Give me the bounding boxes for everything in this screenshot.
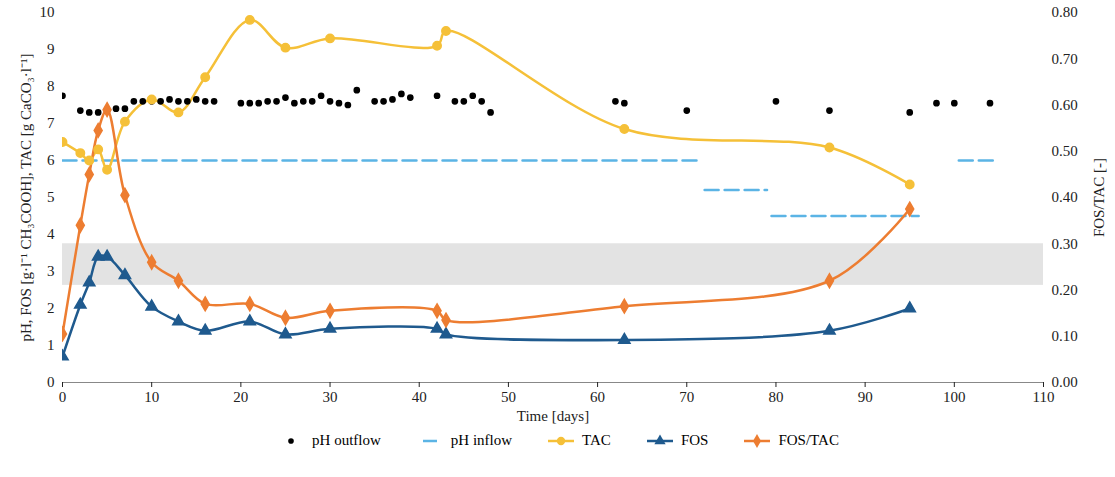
svg-text:110: 110 [1033, 389, 1055, 405]
svg-text:0.60: 0.60 [1052, 97, 1078, 113]
svg-text:10: 10 [144, 389, 159, 405]
svg-text:50: 50 [501, 389, 516, 405]
svg-text:9: 9 [47, 41, 55, 57]
svg-text:0.10: 0.10 [1052, 328, 1078, 344]
svg-text:0.50: 0.50 [1052, 143, 1078, 159]
svg-text:100: 100 [943, 389, 966, 405]
svg-text:8: 8 [47, 78, 55, 94]
svg-text:0: 0 [59, 389, 67, 405]
svg-text:30: 30 [323, 389, 338, 405]
svg-text:60: 60 [590, 389, 605, 405]
html-text:FOS/TAC: FOS/TAC [778, 432, 839, 448]
svg-text:0.20: 0.20 [1052, 282, 1078, 298]
svg-text:3: 3 [47, 263, 55, 279]
html-text:pH inflow: pH inflow [450, 432, 513, 448]
svg-text:2: 2 [47, 300, 55, 316]
html-text:TAC: TAC [582, 432, 611, 448]
svg-text:20: 20 [233, 389, 248, 405]
svg-text:FOS/TAC [-]: FOS/TAC [-] [1091, 158, 1107, 237]
svg-text:6: 6 [47, 152, 55, 168]
svg-text:7: 7 [47, 115, 55, 131]
svg-text:5: 5 [47, 189, 55, 205]
svg-text:0.30: 0.30 [1052, 236, 1078, 252]
svg-text:70: 70 [679, 389, 694, 405]
svg-text:0.40: 0.40 [1052, 189, 1078, 205]
html-text:FOS: FOS [680, 432, 709, 448]
svg-text:0: 0 [47, 374, 55, 390]
svg-text:1: 1 [47, 337, 55, 353]
svg-text:pH, FOS [g·l⁻¹ CH₃COOH], TAC [: pH, FOS [g·l⁻¹ CH₃COOH], TAC [g CaCO₃·l⁻… [18, 54, 34, 342]
svg-text:0.80: 0.80 [1052, 4, 1078, 20]
svg-text:80: 80 [768, 389, 783, 405]
html-text:pH outflow: pH outflow [312, 432, 381, 448]
svg-text:10: 10 [40, 4, 55, 20]
svg-text:0.00: 0.00 [1052, 374, 1078, 390]
svg-text:0.70: 0.70 [1052, 51, 1078, 67]
svg-text:40: 40 [412, 389, 427, 405]
svg-text:4: 4 [47, 226, 55, 242]
svg-text:90: 90 [858, 389, 873, 405]
svg-text:Time [days]: Time [days] [517, 408, 589, 424]
